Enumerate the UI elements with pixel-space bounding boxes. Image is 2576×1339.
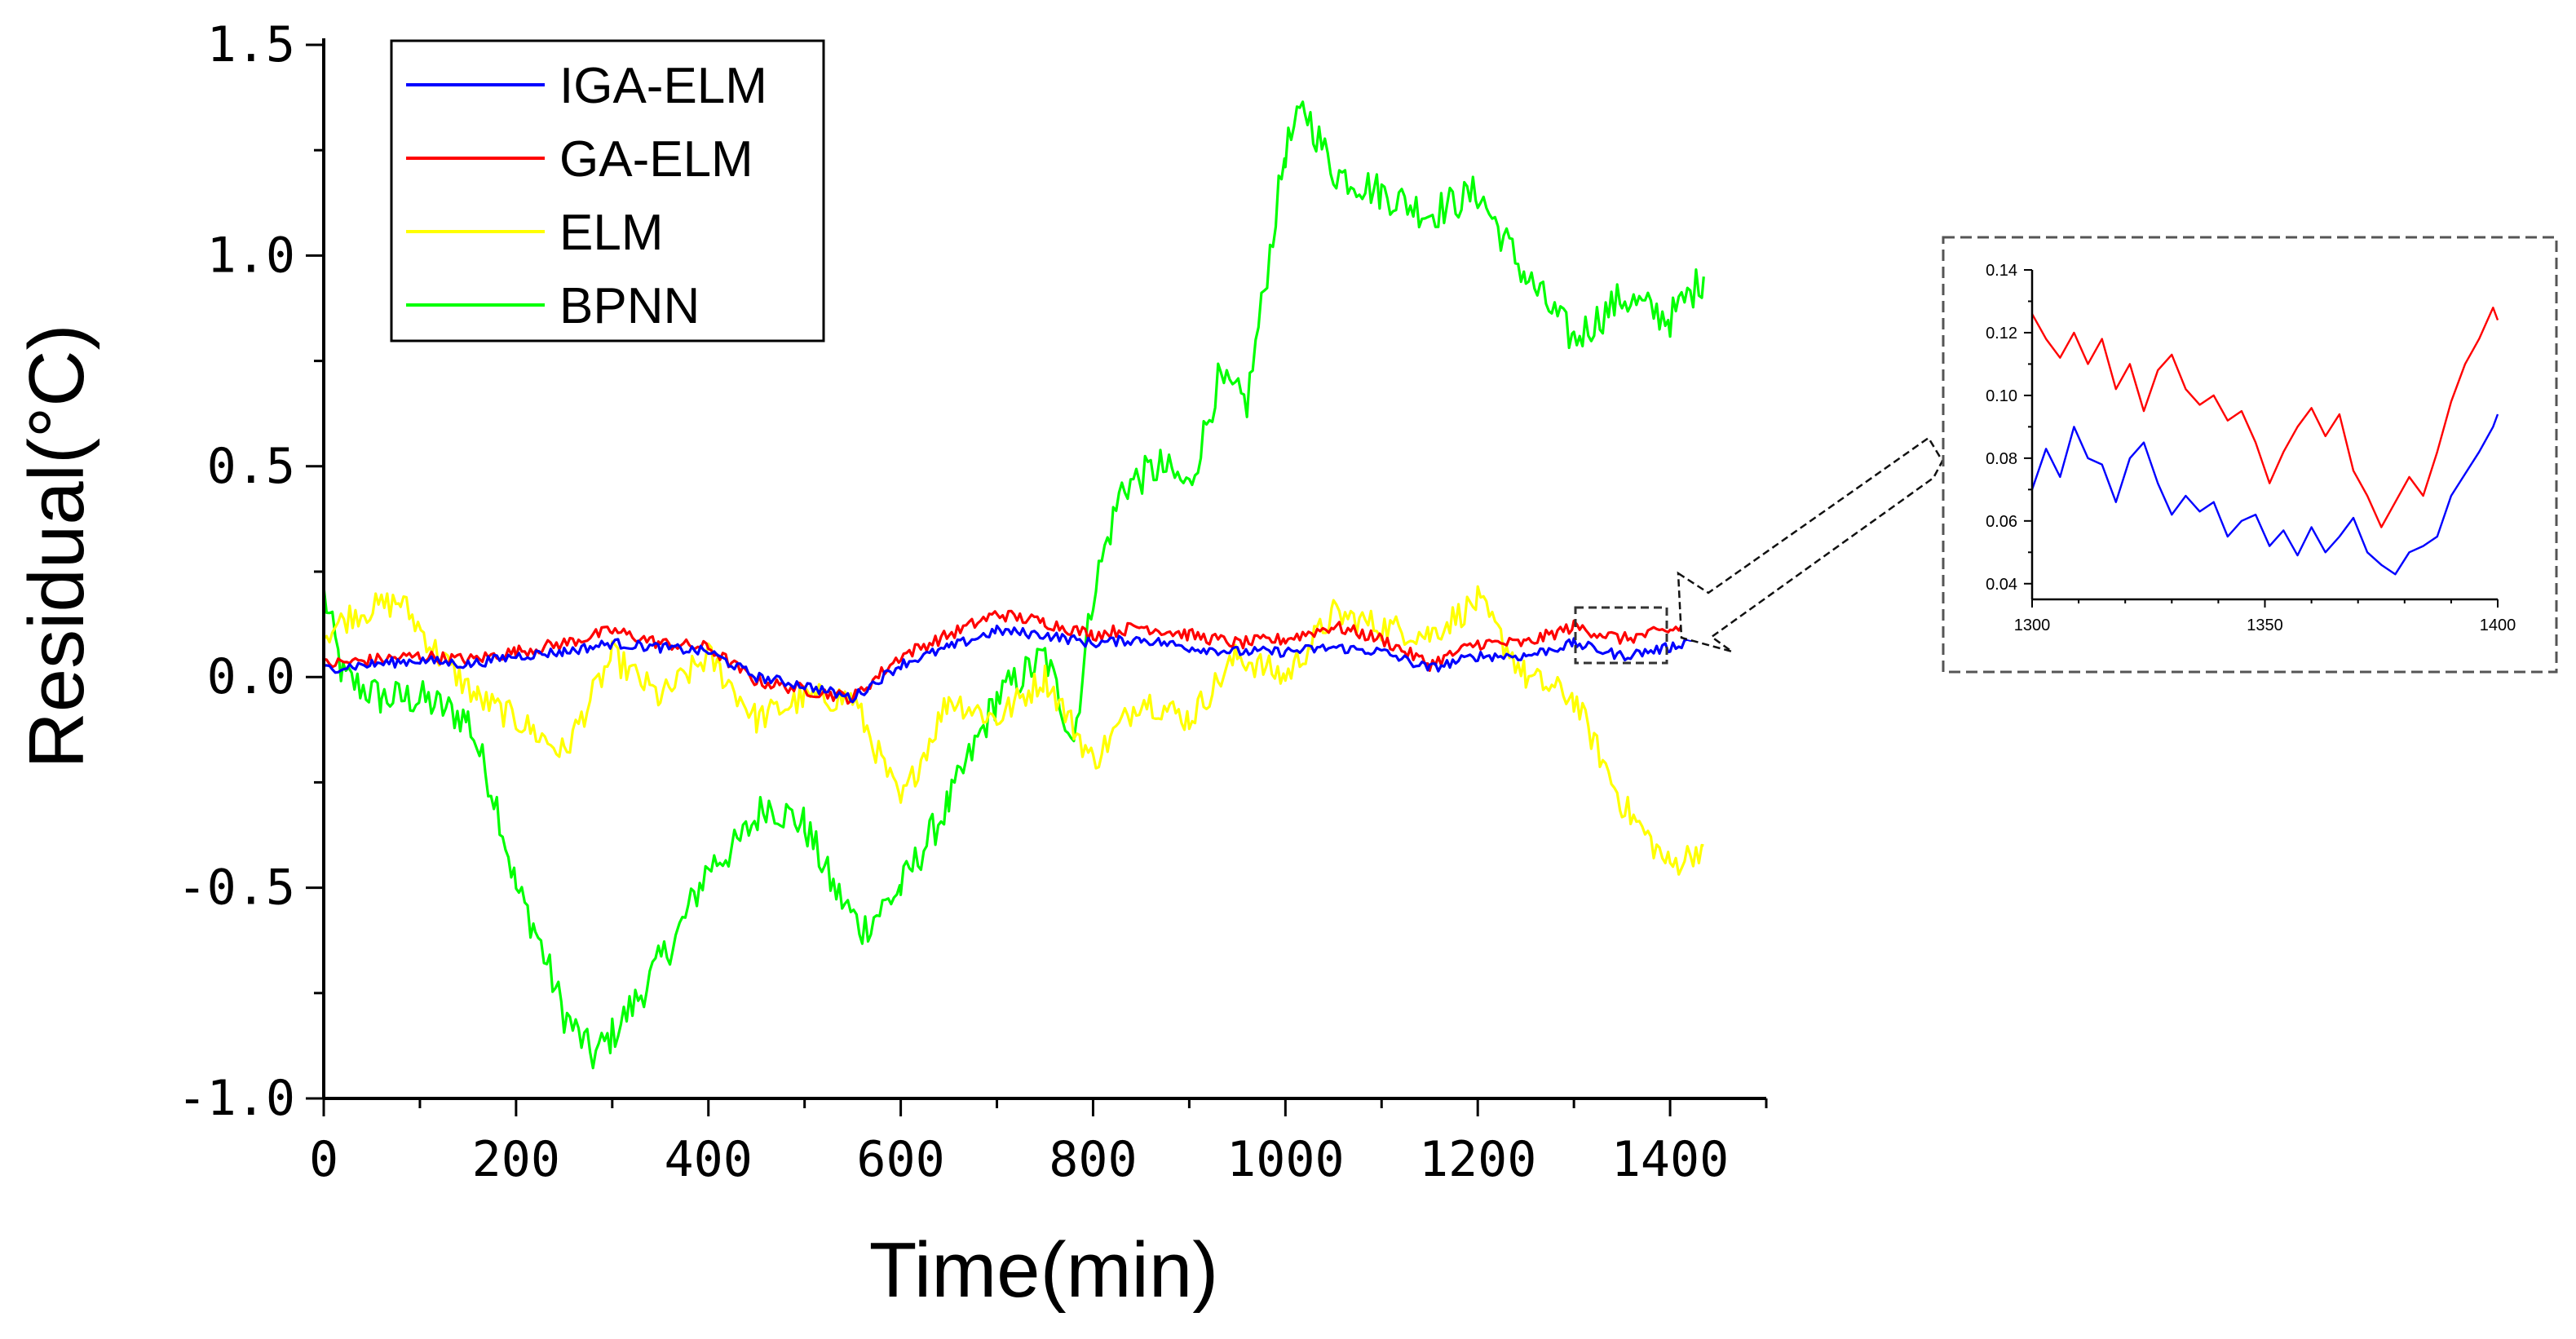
x-tick-label: 1000 <box>1226 1131 1345 1188</box>
inset-y-tick-label: 0.06 <box>1986 513 2017 531</box>
x-tick-label: 400 <box>665 1131 753 1188</box>
inset-y-tick-label: 0.14 <box>1986 262 2017 280</box>
series-line-iga-elm <box>323 624 1705 704</box>
zoom-region-box <box>1574 606 1668 665</box>
x-tick-label: 800 <box>1049 1131 1137 1188</box>
x-tick-label: 0 <box>309 1131 338 1188</box>
zoom-callout-arrow <box>1677 436 1949 653</box>
series-line-ga-elm <box>323 609 1705 705</box>
inset-y-tick-label: 0.04 <box>1986 576 2017 594</box>
inset-series-line-blue <box>2030 413 2499 576</box>
y-axis-title: Residual(°C) <box>13 324 100 768</box>
y-tick-label: -1.0 <box>178 1070 296 1127</box>
legend-box <box>390 39 825 342</box>
inset-series-line-red <box>2030 307 2499 528</box>
y-tick-label: 1.5 <box>207 16 295 73</box>
y-tick-label: 1.0 <box>207 227 295 284</box>
y-tick-label: 0.0 <box>207 648 295 705</box>
inset-series-group <box>2030 307 2499 576</box>
main-series-group <box>322 100 1705 1070</box>
x-tick-label: 600 <box>856 1131 944 1188</box>
legend-label-ga-elm: GA-ELM <box>559 131 753 188</box>
y-tick-label: -0.5 <box>178 860 296 917</box>
inset-y-tick-label: 0.08 <box>1986 450 2017 468</box>
inset-axes: 1300 1350 1400 0.14 0.12 0.10 0.08 0.06 0.04 <box>1986 262 2516 634</box>
inset-x-tick-label: 1400 <box>2480 616 2516 634</box>
x-tick-label: 200 <box>472 1131 560 1188</box>
inset-y-tick-label: 0.10 <box>1986 387 2017 405</box>
series-line-bpnn <box>322 100 1705 1070</box>
legend-label-elm: ELM <box>559 205 663 261</box>
legend: IGA-ELM GA-ELM ELM BPNN <box>390 39 825 342</box>
inset-x-tick-label: 1300 <box>2014 616 2051 634</box>
inset-frame <box>1942 236 2558 674</box>
series-line-elm <box>322 585 1704 876</box>
x-tick-label: 1400 <box>1611 1131 1730 1188</box>
x-tick-label: 1200 <box>1419 1131 1537 1188</box>
main-axes: 0 200 400 600 800 1000 1200 1400 1.5 1.0 0.5 0.0 -0.… <box>178 16 1768 1188</box>
legend-label-iga-elm: IGA-ELM <box>559 58 767 114</box>
y-tick-label: 0.5 <box>207 438 295 495</box>
inset-x-tick-label: 1350 <box>2247 616 2283 634</box>
legend-label-bpnn: BPNN <box>559 278 700 334</box>
x-axis-title: Time(min) <box>869 1226 1218 1314</box>
inset-y-tick-label: 0.12 <box>1986 325 2017 342</box>
